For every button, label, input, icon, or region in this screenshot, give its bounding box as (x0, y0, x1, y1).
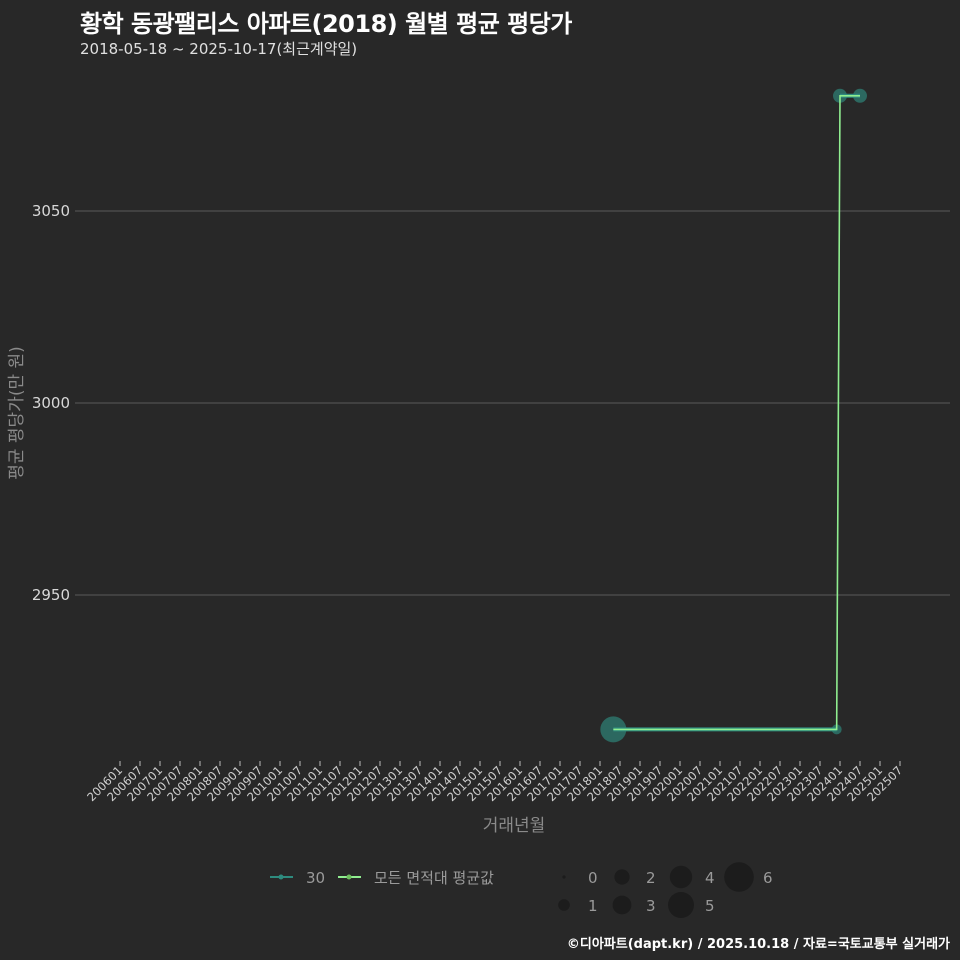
chart-subtitle: 2018-05-18 ~ 2025-10-17(최근계약일) (80, 40, 358, 58)
legend-label-30: 30 (306, 869, 325, 887)
size-legend-circle (668, 892, 694, 918)
size-legend-label: 1 (588, 897, 598, 915)
series-all-average-line (613, 95, 860, 731)
y-axis-ticks: 2950 3000 3050 (32, 202, 70, 604)
grid-lines (75, 210, 950, 596)
size-legend-label: 3 (646, 897, 656, 915)
size-legend-label: 0 (588, 869, 598, 887)
size-legend-label: 2 (646, 869, 656, 887)
x-axis-ticks: 2006012006072007012007072008012008072009… (84, 761, 905, 804)
y-tick-label: 3050 (32, 202, 70, 220)
size-legend-circle (612, 895, 632, 915)
data-series (600, 88, 867, 743)
legend-label-all-average: 모든 면적대 평균값 (374, 869, 494, 887)
size-legend-label: 5 (705, 897, 715, 915)
size-legend-label: 4 (705, 869, 715, 887)
size-legend-circle (562, 875, 566, 879)
size-legend-circle (724, 862, 754, 892)
size-legend-circle (669, 865, 693, 889)
chart-title: 황학 동광팰리스 아파트(2018) 월별 평균 평당가 (80, 10, 572, 38)
size-legend-label: 6 (763, 869, 773, 887)
legend-item-30[interactable]: 30 (270, 869, 325, 887)
size-legend: 0 1 2 3 4 5 6 (558, 862, 773, 918)
legend: 30 모든 면적대 평균값 0 1 2 3 4 5 6 (270, 862, 773, 918)
size-legend-circle (614, 869, 630, 885)
y-tick-label: 2950 (32, 586, 70, 604)
y-axis-title: 평균 평당가(만 원) (7, 346, 27, 480)
y-tick-label: 3000 (32, 394, 70, 412)
source-caption: ©디아파트(dapt.kr) / 2025.10.18 / 자료=국토교통부 실… (566, 937, 950, 952)
size-legend-circle (558, 899, 570, 911)
legend-item-all-average[interactable]: 모든 면적대 평균값 (338, 869, 494, 887)
x-axis-title: 거래년월 (483, 816, 546, 836)
